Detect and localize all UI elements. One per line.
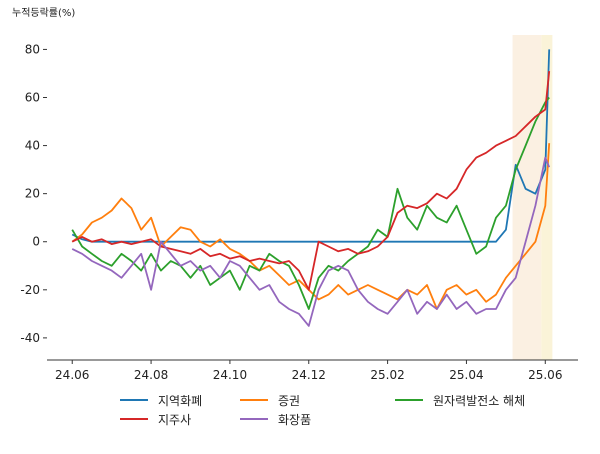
legend-label: 화장품: [278, 413, 311, 427]
highlight-span: [541, 35, 553, 360]
x-tick-label: 25.06: [528, 368, 562, 382]
y-tick-label: -20: [20, 283, 40, 297]
y-tick-label: 0: [32, 235, 40, 249]
y-tick-label: 80: [25, 42, 40, 56]
legend-label: 지역화폐: [158, 394, 202, 408]
series-line: [71, 96, 550, 310]
legend-label: 지주사: [158, 413, 191, 427]
x-tick-label: 24.12: [292, 368, 326, 382]
y-tick-label: 20: [25, 187, 40, 201]
series-line: [71, 71, 551, 291]
legend-label: 원자력발전소 해체: [433, 394, 525, 408]
x-tick-label: 24.10: [213, 368, 247, 382]
y-tick-label: 40: [25, 139, 40, 153]
x-tick-label: 25.04: [449, 368, 483, 382]
legend-label: 증권: [278, 394, 300, 408]
y-tick-label: 60: [25, 91, 40, 105]
x-tick-label: 24.08: [134, 368, 168, 382]
series-line: [71, 49, 551, 243]
x-tick-label: 24.06: [55, 368, 89, 382]
y-tick-label: -40: [20, 331, 40, 345]
series-line: [71, 156, 551, 327]
x-tick-label: 25.02: [370, 368, 404, 382]
y-axis-label: 누적등락률(%): [12, 7, 75, 19]
